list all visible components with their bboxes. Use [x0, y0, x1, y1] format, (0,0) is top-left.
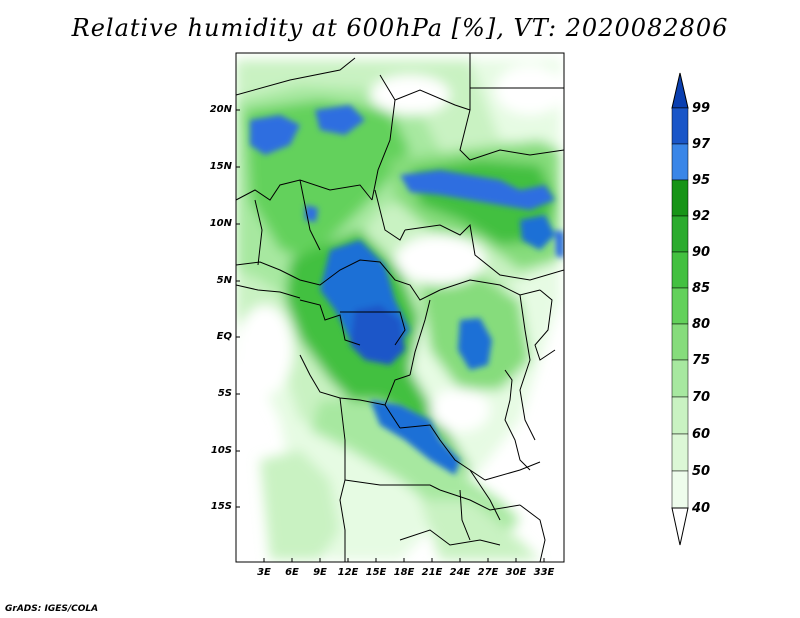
colorbar-label: 75	[692, 353, 711, 368]
lat-label: 10N	[209, 218, 232, 229]
colorbar-label: 97	[692, 137, 711, 152]
colorbar-segment	[671, 143, 689, 181]
colorbar-label: 70	[692, 390, 711, 405]
lat-label: 5S	[217, 388, 232, 399]
lon-label: 12E	[337, 567, 359, 578]
colorbar-label: 92	[692, 209, 711, 224]
colorbar-label: 40	[692, 501, 711, 516]
lon-label: 33E	[533, 567, 555, 578]
humidity-field	[236, 53, 564, 562]
colorbar-segment	[671, 396, 689, 435]
country-boundaries	[236, 53, 564, 562]
colorbar-segment	[671, 470, 689, 509]
lat-label: 15S	[210, 501, 232, 512]
lon-label: 30E	[505, 567, 527, 578]
colorbar-label: 60	[692, 427, 711, 442]
lat-label: 10S	[210, 445, 232, 456]
lon-label: 15E	[365, 567, 387, 578]
lon-label: 18E	[393, 567, 415, 578]
axis-ticks	[236, 109, 545, 562]
colorbar-segment	[671, 107, 689, 145]
lon-label: 24E	[449, 567, 471, 578]
software-credit: GrADS: IGES/COLA	[5, 604, 99, 614]
colorbar-segment	[671, 323, 689, 361]
lon-label: 6E	[285, 567, 299, 578]
colorbar-label: 90	[692, 245, 711, 260]
colorbar-segment	[671, 287, 689, 325]
colorbar	[671, 72, 689, 546]
colorbar-top-arrow	[671, 72, 689, 109]
colorbar-segment	[671, 251, 689, 289]
colorbar-label: 80	[692, 317, 711, 332]
lon-label: 3E	[257, 567, 271, 578]
lat-label: 15N	[209, 161, 232, 172]
lon-label: 9E	[313, 567, 327, 578]
colorbar-segment	[671, 179, 689, 217]
lat-label: 5N	[216, 275, 232, 286]
colorbar-bottom-arrow	[671, 507, 689, 546]
lon-label: 27E	[477, 567, 499, 578]
colorbar-segment	[671, 215, 689, 253]
colorbar-segment	[671, 433, 689, 472]
lon-label: 21E	[421, 567, 443, 578]
map-title: Relative humidity at 600hPa [%], VT: 202…	[71, 14, 729, 42]
colorbar-segment	[671, 359, 689, 398]
colorbar-label: 50	[692, 464, 711, 479]
colorbar-label: 95	[692, 173, 711, 188]
colorbar-label: 99	[692, 101, 711, 116]
lat-label: 20N	[209, 104, 232, 115]
colorbar-label: 85	[692, 281, 711, 296]
lat-label: EQ	[216, 331, 232, 342]
